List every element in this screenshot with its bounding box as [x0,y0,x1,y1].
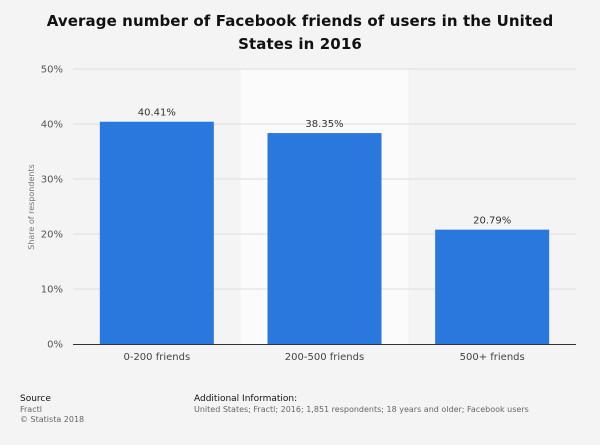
y-tick-label: 50% [41,65,63,76]
additional-info-block: Additional Information: United States; F… [194,394,529,415]
y-tick-label: 10% [41,285,63,296]
y-tick-label: 40% [41,120,63,131]
y-tick-label: 30% [41,175,63,186]
source-block: Source Fractl © Statista 2018 [20,394,84,425]
bar-value-label: 20.79% [473,216,511,227]
source-name[interactable]: Fractl [20,405,42,414]
additional-info-text: United States; Fractl; 2016; 1,851 respo… [194,405,529,414]
additional-info-heading: Additional Information: [194,394,298,404]
x-tick-label: 500+ friends [460,352,525,363]
y-axis-label: Share of respondents [27,164,36,250]
bar-value-label: 38.35% [305,119,343,130]
bar[interactable] [99,121,214,345]
chart-title: Average number of Facebook friends of us… [46,12,554,53]
bar[interactable] [267,133,382,344]
source-heading: Source [20,394,51,404]
y-tick-label: 20% [41,230,63,241]
x-tick-label: 200-500 friends [285,352,364,363]
y-tick-label: 0% [47,340,63,351]
bar[interactable] [435,229,550,344]
copyright-text: © Statista 2018 [20,415,85,424]
x-tick-label: 0-200 friends [123,352,190,363]
bar-value-label: 40.41% [138,108,176,119]
